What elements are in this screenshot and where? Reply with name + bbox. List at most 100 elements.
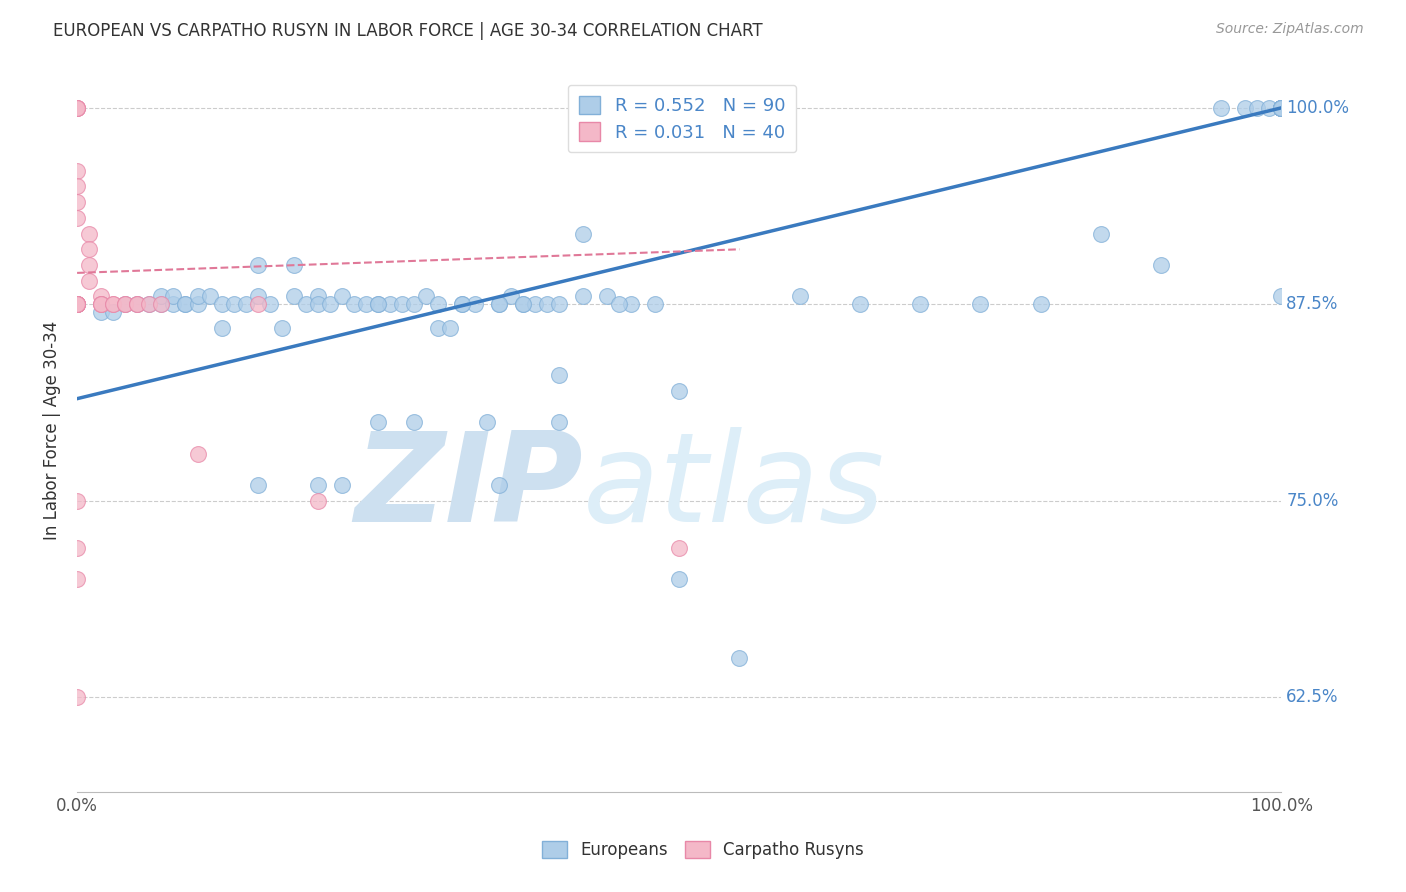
Point [319,297,342,311]
Point [464,297,486,311]
Point [1270,101,1292,115]
Point [174,297,197,311]
Point [103,297,125,311]
Point [849,297,872,311]
Point [908,297,931,311]
Point [66,297,89,311]
Point [607,297,630,311]
Point [547,297,569,311]
Point [66,297,89,311]
Point [1270,289,1292,303]
Point [77,227,100,241]
Point [150,289,173,303]
Point [1246,101,1268,115]
Point [114,297,136,311]
Point [66,493,89,508]
Point [90,297,112,311]
Point [211,321,233,335]
Point [138,297,160,311]
Y-axis label: In Labor Force | Age 30-34: In Labor Force | Age 30-34 [44,320,60,540]
Point [789,289,811,303]
Point [246,289,269,303]
Point [1270,101,1292,115]
Point [330,478,353,492]
Point [620,297,643,311]
Point [307,289,329,303]
Point [162,289,184,303]
Point [668,573,690,587]
Point [367,297,389,311]
Legend: Europeans, Carpatho Rusyns: Europeans, Carpatho Rusyns [536,834,870,866]
Point [475,415,498,429]
Point [259,297,281,311]
Text: 87.5%: 87.5% [1286,295,1339,313]
Text: ZIP: ZIP [354,427,583,549]
Point [186,297,208,311]
Point [66,297,89,311]
Point [644,297,666,311]
Point [127,297,149,311]
Point [572,289,595,303]
Point [512,297,534,311]
Point [246,258,269,272]
Point [283,289,305,303]
Text: Source: ZipAtlas.com: Source: ZipAtlas.com [1216,22,1364,37]
Point [1150,258,1173,272]
Point [1090,227,1112,241]
Point [1270,101,1292,115]
Point [127,297,149,311]
Point [572,227,595,241]
Point [404,297,426,311]
Point [488,297,510,311]
Point [1270,101,1292,115]
Point [211,297,233,311]
Point [114,297,136,311]
Point [66,163,89,178]
Point [246,297,269,311]
Point [415,289,437,303]
Point [66,297,89,311]
Point [404,415,426,429]
Point [174,297,197,311]
Point [246,478,269,492]
Point [367,297,389,311]
Point [1270,101,1292,115]
Text: 100.0%: 100.0% [1286,99,1350,117]
Point [1270,101,1292,115]
Point [66,101,89,115]
Point [512,297,534,311]
Point [127,297,149,311]
Point [439,321,461,335]
Point [547,368,569,382]
Point [1029,297,1052,311]
Point [235,297,257,311]
Point [198,289,221,303]
Point [354,297,377,311]
Point [307,478,329,492]
Point [488,297,510,311]
Point [307,493,329,508]
Point [969,297,991,311]
Point [391,297,413,311]
Point [307,297,329,311]
Point [451,297,474,311]
Point [186,289,208,303]
Text: atlas: atlas [583,427,884,549]
Point [90,297,112,311]
Point [66,179,89,194]
Point [343,297,366,311]
Point [668,541,690,555]
Point [66,195,89,210]
Point [186,447,208,461]
Point [330,289,353,303]
Point [367,415,389,429]
Point [427,321,450,335]
Point [66,690,89,705]
Point [66,297,89,311]
Point [295,297,318,311]
Point [499,289,522,303]
Point [90,297,112,311]
Point [222,297,245,311]
Point [1270,101,1292,115]
Point [138,297,160,311]
